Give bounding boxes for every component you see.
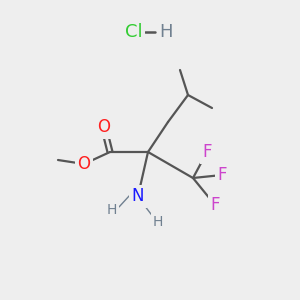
Text: O: O — [98, 118, 110, 136]
Text: F: F — [217, 166, 227, 184]
Text: F: F — [210, 196, 220, 214]
Text: Cl: Cl — [125, 23, 143, 41]
Text: O: O — [77, 155, 91, 173]
Text: H: H — [159, 23, 173, 41]
Text: F: F — [202, 143, 212, 161]
Text: H: H — [107, 203, 117, 217]
Text: N: N — [132, 187, 144, 205]
Text: H: H — [153, 215, 163, 229]
